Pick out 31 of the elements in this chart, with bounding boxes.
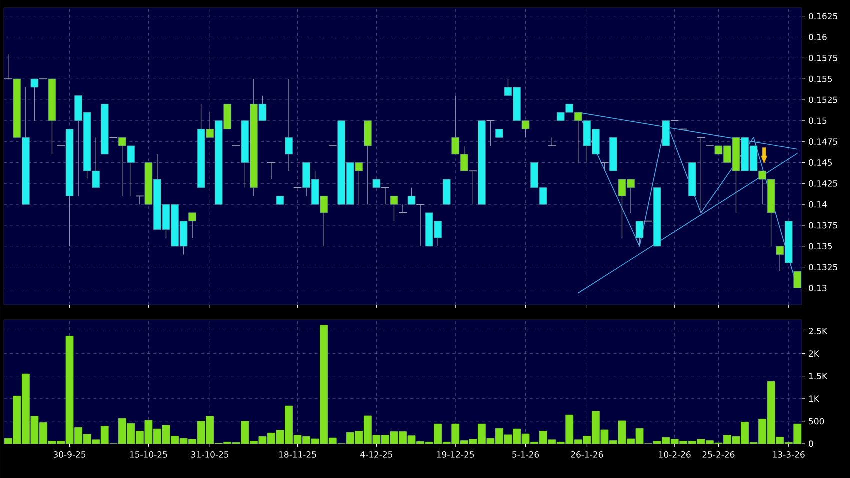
y-tick-label: 0.15 bbox=[809, 118, 827, 124]
x-tick-label: 4-12-25 bbox=[360, 452, 392, 458]
x-tick-label: 26-1-26 bbox=[571, 452, 604, 458]
x-tick-label: 19-12-25 bbox=[437, 452, 474, 458]
x-tick-label: 5-1-26 bbox=[512, 452, 540, 458]
y-tick-label: 0.1375 bbox=[809, 222, 838, 229]
y-tick-label: 0.16 bbox=[809, 34, 827, 40]
x-tick-label: 18-11-25 bbox=[279, 452, 316, 458]
y-tick-label: 2.5K bbox=[809, 328, 828, 334]
x-tick-label: 13-3-26 bbox=[773, 452, 805, 458]
y-tick-label: 0.1475 bbox=[809, 138, 838, 146]
y-tick-label: 0.1575 bbox=[809, 54, 838, 62]
y-tick-label: 0.1625 bbox=[809, 13, 838, 20]
x-tick-label: 15-10-25 bbox=[130, 452, 168, 458]
x-tick-label: 10-2-26 bbox=[659, 452, 691, 458]
y-tick-label: 1.5K bbox=[809, 373, 828, 380]
y-tick-label: 0 bbox=[809, 440, 814, 448]
x-tick-label: 25-2-26 bbox=[702, 452, 735, 458]
x-tick-label: 31-10-25 bbox=[192, 452, 229, 458]
y-tick-label: 2K bbox=[809, 350, 820, 357]
y-tick-label: 0.1325 bbox=[809, 264, 838, 271]
x-tick-label: 30-9-25 bbox=[54, 452, 86, 458]
y-tick-label: 0.14 bbox=[809, 201, 827, 208]
y-tick-label: 0.13 bbox=[809, 285, 827, 292]
y-tick-label: 0.1525 bbox=[809, 96, 838, 104]
y-tick-label: 0.145 bbox=[809, 160, 832, 166]
y-tick-label: 0.155 bbox=[809, 76, 832, 82]
y-tick-label: 500 bbox=[809, 418, 824, 425]
y-tick-label: 0.135 bbox=[809, 243, 832, 250]
y-tick-label: 1K bbox=[809, 396, 820, 402]
y-tick-label: 0.1425 bbox=[809, 180, 838, 187]
